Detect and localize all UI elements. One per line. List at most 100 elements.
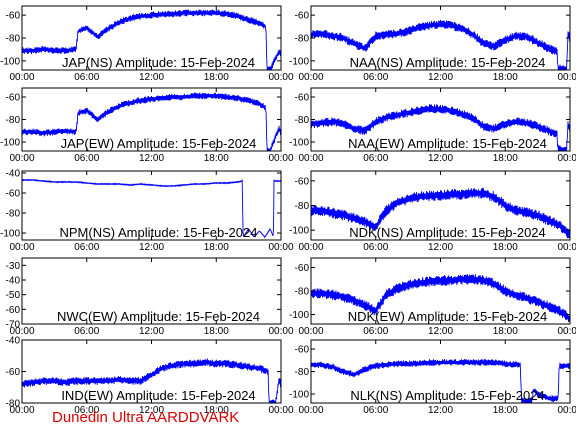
x-tick-label: 00:00: [298, 153, 323, 164]
series-line: [311, 104, 570, 151]
y-tick-label: -80: [6, 209, 21, 220]
x-tick-label: 12:00: [139, 326, 164, 337]
x-tick-label: 18:00: [493, 242, 518, 253]
panel-ndk-ns: -60 -80 -100 00:00 06:00 12:00 18:00 00:00 NDK(N…: [289, 170, 576, 253]
x-tick-label: 18:00: [204, 242, 229, 253]
x-tick-label: 00:00: [557, 405, 576, 416]
y-tick-label: -100: [0, 56, 20, 67]
y-tick-label: -100: [0, 229, 20, 240]
x-tick-label: 18:00: [493, 405, 518, 416]
y-tick-label: -100: [0, 138, 20, 149]
panel-title: NDK(EW) Amplitude: 15-Feb-2024: [348, 309, 547, 324]
x-tick-label: 00:00: [298, 405, 323, 416]
panel-title: NLK(NS) Amplitude: 15-Feb-2024: [350, 388, 544, 403]
series-line: [311, 19, 570, 70]
y-tick-label: -40: [6, 276, 21, 287]
x-tick-label: 00:00: [9, 242, 34, 253]
x-tick-label: 00:00: [9, 326, 34, 337]
y-tick-label: -100: [289, 138, 309, 149]
y-tick-label: -80: [295, 115, 310, 126]
x-tick-label: 00:00: [298, 242, 323, 253]
y-tick-label: -60: [6, 189, 21, 200]
x-tick-label: 12:00: [139, 242, 164, 253]
x-tick-label: 18:00: [493, 72, 518, 83]
y-tick-label: -60: [295, 93, 310, 104]
x-tick-label: 18:00: [204, 405, 229, 416]
x-tick-label: 12:00: [139, 405, 164, 416]
y-tick-label: -100: [289, 226, 309, 237]
y-tick-label: -100: [289, 390, 309, 401]
x-tick-label: 00:00: [298, 326, 323, 337]
x-tick-label: 06:00: [74, 405, 99, 416]
x-tick-label: 18:00: [493, 153, 518, 164]
series-line: [22, 178, 281, 239]
y-tick-label: -60: [295, 345, 310, 356]
panel-jap-ew: -60 -80 -100 00:00 06:00 12:00 18:00 00:00 JAP(E…: [0, 87, 294, 164]
x-tick-label: 12:00: [428, 405, 453, 416]
panel-title: NAA(NS) Amplitude: 15-Feb-2024: [350, 55, 546, 70]
series-line: [311, 274, 570, 323]
x-tick-label: 06:00: [74, 326, 99, 337]
x-tick-label: 18:00: [204, 72, 229, 83]
y-tick-label: -100: [289, 56, 309, 67]
x-tick-label: 18:00: [493, 326, 518, 337]
x-tick-label: 12:00: [428, 72, 453, 83]
y-tick-label: -30: [6, 261, 21, 272]
y-tick-label: -100: [289, 310, 309, 321]
series-line: [22, 358, 281, 403]
y-tick-label: -80: [295, 34, 310, 45]
x-tick-label: 06:00: [363, 242, 388, 253]
y-tick-label: -60: [295, 263, 310, 274]
y-tick-label: -60: [6, 305, 21, 316]
panel-title: NDK(NS) Amplitude: 15-Feb-2024: [349, 225, 546, 240]
y-tick-label: -80: [6, 115, 21, 126]
x-tick-label: 06:00: [74, 72, 99, 83]
y-tick-label: -80: [6, 399, 21, 410]
x-tick-label: 00:00: [268, 242, 293, 253]
x-tick-label: 00:00: [268, 405, 293, 416]
panel-title: JAP(EW) Amplitude: 15-Feb-2024: [61, 136, 257, 151]
x-tick-label: 00:00: [9, 72, 34, 83]
y-tick-label: -60: [295, 11, 310, 22]
panel-naa-ns: -60 -80 -100 00:00 06:00 12:00 18:00 00:00 NAA(N…: [289, 5, 576, 83]
panel-nlk-ns: -60 -80 -100 00:00 06:00 12:00 18:00 00:00 NLK(N…: [289, 339, 576, 416]
x-tick-label: 00:00: [268, 326, 293, 337]
y-tick-label: -40: [6, 336, 21, 347]
y-tick-label: -70: [6, 320, 21, 331]
footer-label: Dunedin Ultra AARDDVARK: [52, 409, 240, 426]
x-tick-label: 12:00: [139, 72, 164, 83]
panel-title: NWC(EW) Amplitude: 15-Feb-2024: [57, 309, 260, 324]
y-tick-label: -40: [6, 169, 21, 180]
y-tick-label: -80: [295, 201, 310, 212]
x-tick-label: 12:00: [139, 153, 164, 164]
x-tick-label: 06:00: [74, 153, 99, 164]
y-tick-label: -80: [6, 34, 21, 45]
x-tick-label: 06:00: [363, 72, 388, 83]
panel-jap-ns: -60 -80 -100 00:00 06:00 12:00 18:00 00:00 JAP(N…: [0, 5, 294, 83]
x-tick-label: 06:00: [74, 242, 99, 253]
panel-title: NPM(NS) Amplitude: 15-Feb-2024: [60, 225, 258, 240]
y-tick-label: -60: [295, 176, 310, 187]
x-tick-label: 00:00: [268, 72, 293, 83]
series-line: [22, 92, 281, 151]
x-tick-label: 12:00: [428, 326, 453, 337]
x-tick-label: 00:00: [557, 326, 576, 337]
x-tick-label: 00:00: [557, 153, 576, 164]
panel-naa-ew: -60 -80 -100 00:00 06:00 12:00 18:00 00:00 NAA(E…: [289, 87, 576, 164]
x-tick-label: 18:00: [204, 326, 229, 337]
panel-npm-ns: -40 -60 -80 -100 00:00 06:00 12:00 18:00 00:00 NP…: [0, 169, 294, 254]
panel-title: JAP(NS) Amplitude: 15-Feb-2024: [62, 55, 255, 70]
y-tick-label: -80: [295, 367, 310, 378]
x-tick-label: 00:00: [268, 153, 293, 164]
x-tick-label: 06:00: [363, 405, 388, 416]
series-line: [22, 9, 281, 70]
x-tick-label: 00:00: [9, 153, 34, 164]
x-tick-label: 06:00: [363, 326, 388, 337]
panel-ndk-ew: -60 -80 -100 00:00 06:00 12:00 18:00 00:00 NDK(E…: [289, 257, 576, 337]
x-tick-label: 06:00: [363, 153, 388, 164]
y-tick-label: -60: [6, 11, 21, 22]
series-line: [311, 187, 570, 239]
